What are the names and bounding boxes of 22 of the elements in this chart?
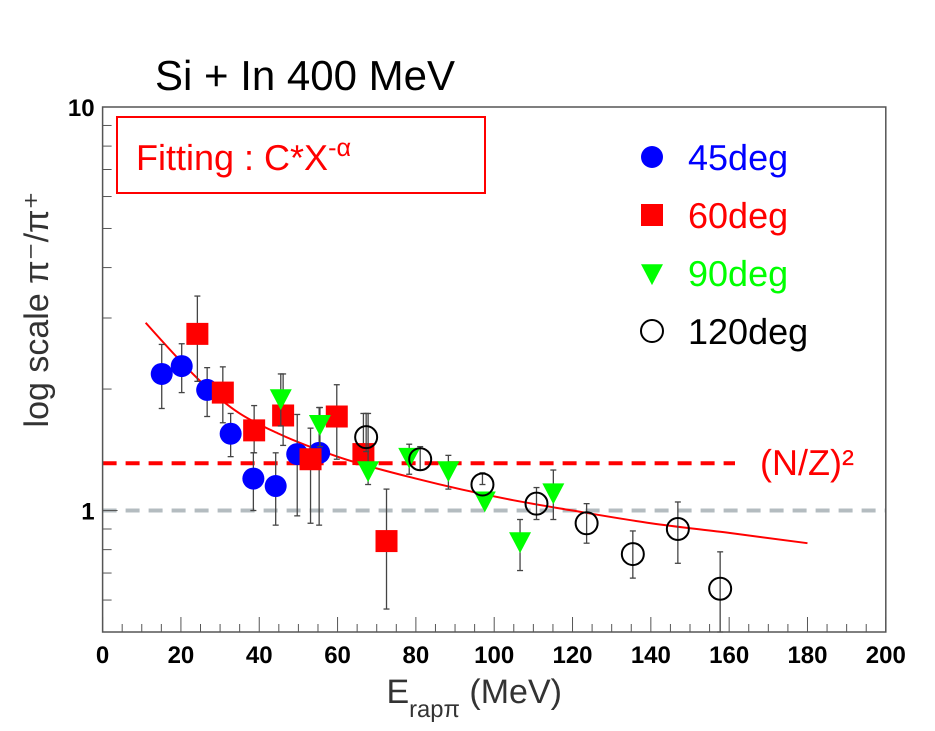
x-tick-label: 40 — [246, 642, 273, 669]
x-tick-label: 60 — [324, 642, 351, 669]
y-tick-label: 1 — [81, 498, 95, 526]
x-tick-label: 20 — [168, 642, 194, 669]
x-axis-title: E$_{rapπ}$ (MeV) — [386, 673, 562, 722]
x-tick-label: 80 — [402, 642, 430, 669]
ref-line-label: (N/Z)² — [760, 442, 854, 484]
x-tick-label: 200 — [866, 642, 906, 669]
x-tick-label: 140 — [630, 642, 671, 669]
legend-label: 90deg — [688, 253, 788, 294]
chart-title: Si + In 400 MeV — [155, 52, 456, 99]
legend-label: 120deg — [688, 311, 808, 352]
x-tick-label: 180 — [787, 642, 828, 669]
x-tick-label: 100 — [474, 642, 514, 669]
legend-label: 45deg — [688, 137, 788, 178]
y-tick-label: 10 — [68, 95, 95, 122]
y-axis-title: log scale π⁻/π⁺ — [18, 192, 56, 428]
legend-label: 60deg — [688, 195, 788, 236]
x-tick-label: 160 — [709, 642, 750, 669]
x-tick-label: 0 — [96, 642, 110, 669]
annotation: Fitting : C*X$^{-α}$ — [136, 134, 352, 178]
x-tick-label: 120 — [552, 642, 593, 669]
